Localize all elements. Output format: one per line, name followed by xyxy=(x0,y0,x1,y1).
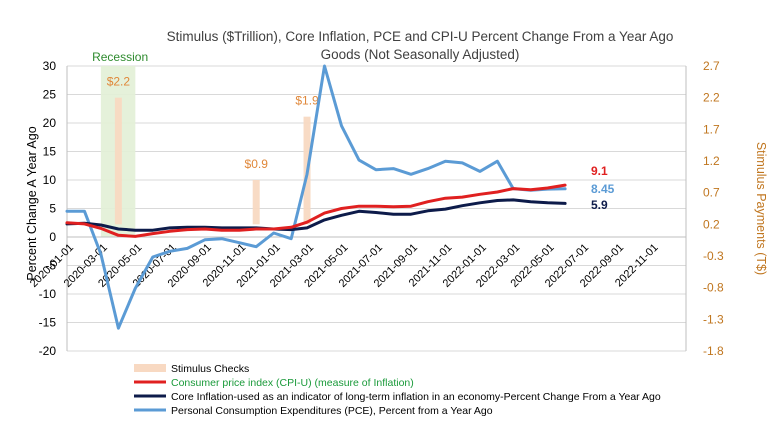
y-tick-label-left: 20 xyxy=(43,116,57,130)
legend-label: Stimulus Checks xyxy=(171,363,249,375)
chart-title: Stimulus ($Trillion), Core Inflation, PC… xyxy=(167,29,674,62)
y-tick-label-left: 5 xyxy=(49,202,56,216)
end-labels: 8.45 9.1 5.9 xyxy=(591,164,615,212)
y-tick-label-left: 30 xyxy=(43,59,57,73)
y-tick-label-right: 1.2 xyxy=(703,154,720,168)
title-line: Stimulus ($Trillion), Core Inflation, PC… xyxy=(167,29,674,44)
y-tick-label-right: 1.7 xyxy=(703,122,720,136)
end-label-pce: 8.45 xyxy=(591,182,615,196)
stimulus-label: $1.9 xyxy=(295,94,319,108)
y-tick-label-left: 15 xyxy=(43,145,57,159)
y-tick-label-right: -1.8 xyxy=(703,344,724,358)
stimulus-label: $0.9 xyxy=(245,157,269,171)
stimulus-bar xyxy=(252,180,260,225)
legend-swatch xyxy=(134,364,166,372)
legend-label: Core Inflation-used as an indicator of l… xyxy=(171,391,661,403)
title-line: Goods (Not Seasonally Adjusted) xyxy=(321,47,520,62)
y-tick-label-left: 10 xyxy=(43,173,57,187)
legend: Stimulus Checks Consumer price index (CPI… xyxy=(134,363,661,417)
y-axis-title-right: Stimulus Payments (T$) xyxy=(754,142,768,275)
series-line-pce xyxy=(65,64,567,330)
grid-lines xyxy=(67,65,686,352)
y-tick-label-left: -10 xyxy=(39,287,57,301)
stimulus-bars: $2.2 $0.9 $1.9 xyxy=(107,75,319,225)
y-tick-label-left: -15 xyxy=(39,316,57,330)
y-tick-label-left: -20 xyxy=(39,344,57,358)
y-tick-label-left: 0 xyxy=(49,230,56,244)
y-tick-label-right: 0.2 xyxy=(703,217,720,231)
y-tick-label-left: 25 xyxy=(43,88,57,102)
y-tick-label-right: 0.7 xyxy=(703,186,720,200)
stimulus-bar xyxy=(114,97,122,225)
end-label-cpi: 9.1 xyxy=(591,164,608,178)
y-tick-label-right: -0.8 xyxy=(703,281,724,295)
y-tick-label-right: -1.3 xyxy=(703,312,724,326)
series-lines xyxy=(65,64,567,330)
y-tick-label-right: 2.7 xyxy=(703,59,720,73)
series-line-core xyxy=(65,198,567,232)
y-tick-label-right: 2.2 xyxy=(703,91,720,105)
y-axis-title-left: Percent Change A Year Ago xyxy=(25,126,39,280)
legend-label: Personal Consumption Expenditures (PCE),… xyxy=(171,405,493,417)
y-tick-label-right: -0.3 xyxy=(703,249,724,263)
recession-label: Recession xyxy=(92,50,148,64)
stimulus-label: $2.2 xyxy=(107,75,131,89)
end-label-core: 5.9 xyxy=(591,198,608,212)
y-tick-label-left: -5 xyxy=(45,259,56,273)
legend-label: Consumer price index (CPI-U) (measure of… xyxy=(171,377,414,389)
series-line-cpi xyxy=(65,183,567,238)
